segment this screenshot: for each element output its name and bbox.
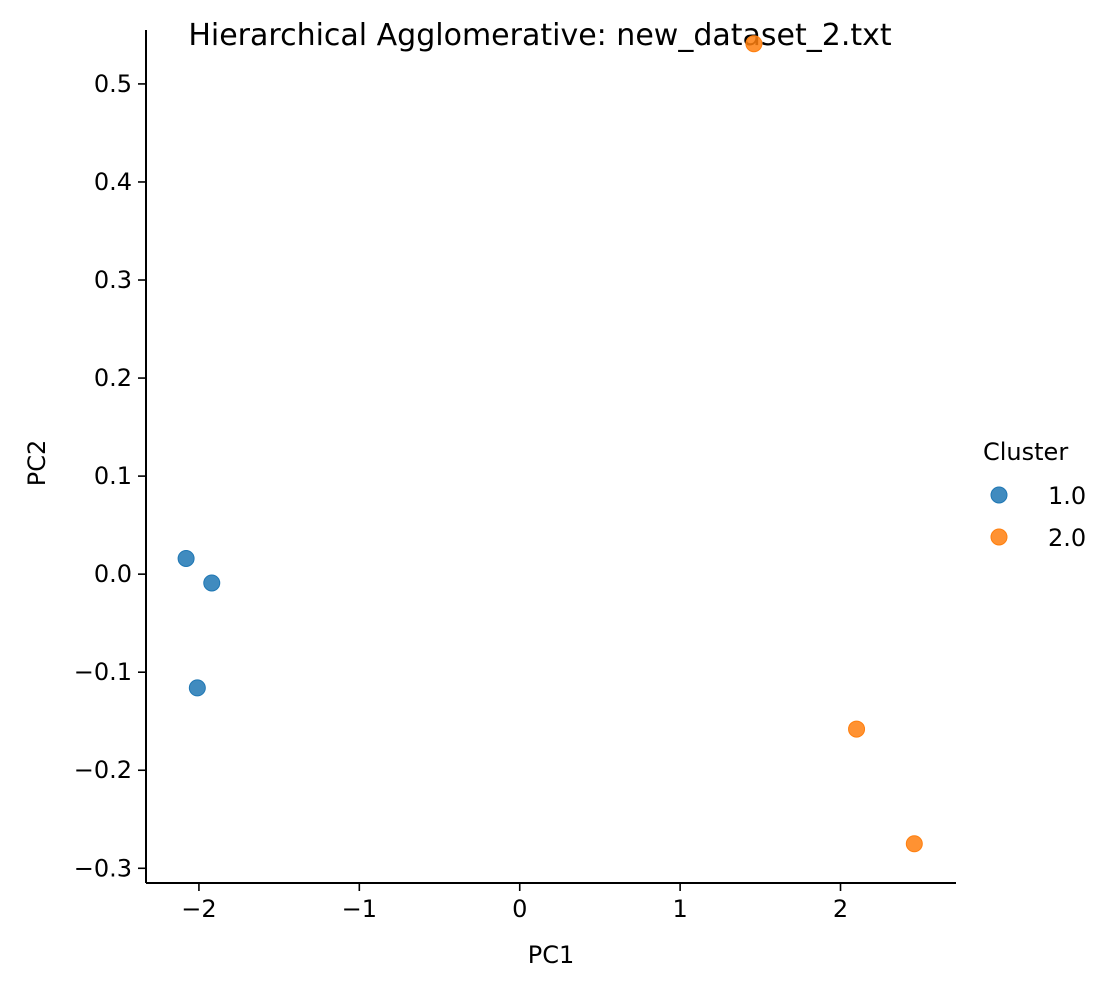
axes [145,30,956,884]
y-tick-label: −0.3 [74,854,132,882]
data-point-cluster-2 [848,720,866,738]
x-tick-label: 0 [512,895,527,923]
legend-label: 1.0 [1048,482,1086,510]
data-points [177,35,923,853]
legend-marker [990,528,1008,546]
data-point-cluster-2 [745,35,763,53]
y-tick-label: 0.2 [94,364,132,392]
y-axis-label: PC2 [23,440,51,487]
axis-ticks: −2 −1 0 1 2 −0.3 −0.2 −0.1 0.0 0.1 0.2 0.3 0.4 0.5 [74,70,848,923]
y-tick-label: −0.2 [74,756,132,784]
legend-items: 1.0 2.0 [990,482,1086,552]
data-point-cluster-1 [188,679,206,697]
x-tick-label: −2 [181,895,216,923]
data-point-cluster-2 [905,835,923,853]
y-tick-label: 0.4 [94,168,132,196]
y-tick-label: 0.3 [94,266,132,294]
y-tick-label: 0.5 [94,70,132,98]
legend-marker [990,486,1008,504]
legend-label: 2.0 [1048,524,1086,552]
data-point-cluster-1 [177,549,195,567]
data-point-cluster-1 [203,574,221,592]
legend: Cluster 1.0 2.0 [983,438,1086,552]
x-tick-label: −1 [342,895,377,923]
chart-title: Hierarchical Agglomerative: new_dataset_… [188,18,892,53]
y-tick-label: 0.1 [94,462,132,490]
x-tick-label: 2 [833,895,848,923]
y-tick-label: 0.0 [94,560,132,588]
legend-title: Cluster [983,438,1068,466]
x-axis-label: PC1 [528,941,575,969]
x-tick-label: 1 [672,895,687,923]
y-tick-label: −0.1 [74,658,132,686]
